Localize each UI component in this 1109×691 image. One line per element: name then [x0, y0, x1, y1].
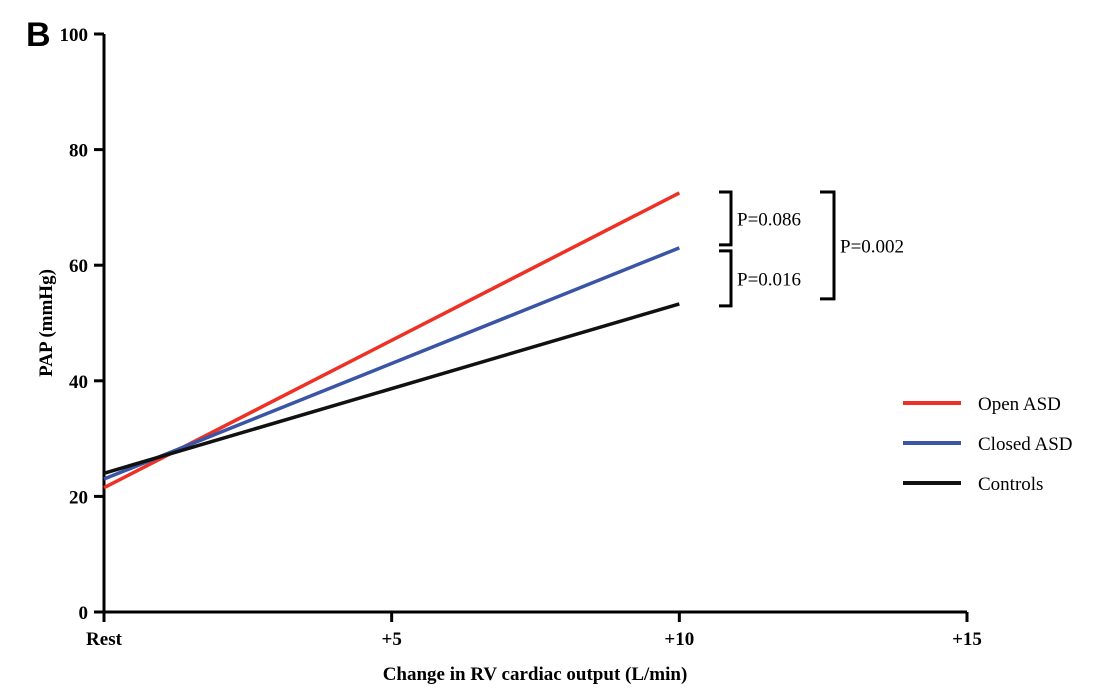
panel-label: B — [26, 16, 51, 54]
p-value-label: P=0.086 — [737, 209, 801, 230]
legend-label: Closed ASD — [978, 434, 1073, 455]
y-tick-label: 40 — [69, 372, 88, 393]
p-value-label: P=0.016 — [737, 269, 801, 290]
y-axis-title: PAP (mmHg) — [36, 269, 57, 377]
series-line-closed-asd — [103, 246, 680, 481]
y-tick-label: 0 — [79, 603, 89, 624]
x-axis-title: Change in RV cardiac output (L/min) — [383, 664, 688, 685]
x-tick-label: Rest — [86, 629, 123, 650]
y-tick-label: 60 — [69, 256, 88, 277]
y-tick-label: 80 — [69, 141, 88, 162]
x-tick-label: +10 — [664, 629, 694, 650]
series-line-open-asd — [103, 191, 681, 490]
legend-label: Open ASD — [978, 394, 1061, 415]
p-value-annotations: P=0.086 P=0.016 P=0.002 — [719, 190, 904, 308]
x-tick-label: +15 — [952, 629, 982, 650]
legend-label: Controls — [978, 474, 1043, 495]
p-value-bracket — [719, 249, 733, 308]
p-value-label: P=0.002 — [840, 236, 904, 257]
legend: Open ASD Closed ASD Controls — [903, 394, 1073, 495]
y-tick-label: 100 — [60, 25, 89, 46]
series-line-controls — [103, 302, 680, 475]
p-value-bracket — [719, 190, 733, 247]
p-value-bracket — [820, 190, 836, 301]
y-tick-label: 20 — [69, 487, 88, 508]
series-lines — [103, 191, 681, 490]
x-tick-label: +5 — [382, 629, 402, 650]
y-axis: 0 20 40 60 80 100 — [60, 25, 106, 624]
x-axis: Rest +5 +10 +15 — [86, 610, 982, 650]
